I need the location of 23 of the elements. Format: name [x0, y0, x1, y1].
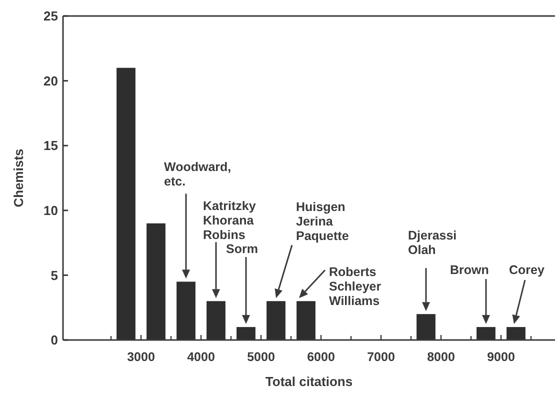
- annotation: Sorm: [226, 242, 258, 256]
- annotation: Djerassi Olah: [408, 228, 457, 258]
- annotation: Brown: [450, 263, 489, 278]
- annotation: Corey: [509, 263, 544, 278]
- y-tick-label: 20: [44, 73, 58, 88]
- x-tick-label: 3000: [127, 350, 155, 364]
- x-axis-title: Total citations: [265, 374, 353, 389]
- annotation: Katritzky Khorana Robins: [203, 199, 256, 242]
- x-tick-label: 8000: [427, 350, 455, 364]
- y-tick-label: 5: [50, 268, 58, 283]
- y-tick-label: 15: [44, 138, 58, 154]
- annotation: Roberts Schleyer Williams: [329, 265, 382, 308]
- annotation: Woodward, etc.: [164, 160, 232, 189]
- y-axis-title: Chemists: [11, 148, 26, 208]
- x-tick-label: 9000: [487, 350, 515, 364]
- y-tick-label: 10: [44, 202, 58, 218]
- x-tick-label: 4000: [187, 350, 215, 364]
- y-tick-label: 0: [50, 332, 58, 348]
- x-tick-label: 5000: [247, 350, 275, 364]
- x-tick-label: 7000: [367, 350, 395, 364]
- x-tick-label: 6000: [307, 350, 335, 364]
- y-tick-label: 25: [44, 8, 58, 24]
- annotation: Huisgen Jerina Paquette: [296, 200, 349, 244]
